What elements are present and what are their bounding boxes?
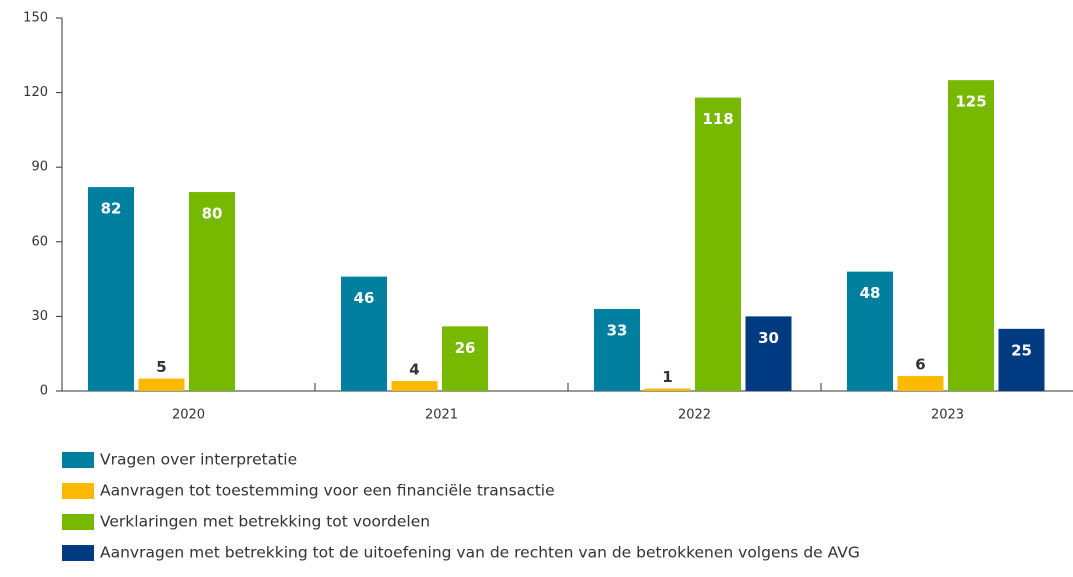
bar bbox=[644, 388, 691, 391]
y-tick-label: 30 bbox=[31, 309, 48, 324]
bar bbox=[897, 376, 944, 391]
value-label: 26 bbox=[455, 339, 476, 357]
legend-swatch bbox=[62, 452, 94, 468]
value-label: 125 bbox=[955, 93, 986, 111]
legend-swatch bbox=[62, 545, 94, 561]
bar bbox=[948, 80, 994, 392]
value-label: 33 bbox=[607, 321, 628, 339]
value-label: 82 bbox=[101, 200, 122, 218]
legend-label: Aanvragen met betrekking tot de uitoefen… bbox=[100, 544, 860, 562]
bar bbox=[594, 308, 640, 391]
bar bbox=[847, 271, 893, 391]
value-label: 48 bbox=[860, 284, 881, 302]
value-label: 118 bbox=[702, 110, 733, 128]
x-tick-label: 2022 bbox=[678, 408, 711, 423]
legend-label: Aanvragen tot toestemming voor een finan… bbox=[100, 482, 555, 500]
value-label: 25 bbox=[1011, 341, 1032, 359]
y-tick-label: 150 bbox=[23, 11, 48, 26]
bar bbox=[695, 97, 741, 391]
bar bbox=[88, 187, 134, 391]
value-label: 80 bbox=[202, 205, 223, 223]
x-tick-label: 2023 bbox=[931, 408, 964, 423]
value-label: 6 bbox=[915, 356, 925, 374]
y-tick-label: 60 bbox=[31, 234, 48, 249]
bar bbox=[341, 276, 387, 391]
legend-label: Verklaringen met betrekking tot voordele… bbox=[100, 513, 430, 531]
bar bbox=[998, 328, 1045, 391]
y-tick-label: 90 bbox=[31, 160, 48, 175]
bar bbox=[745, 316, 792, 391]
value-label: 1 bbox=[662, 368, 672, 386]
value-label: 5 bbox=[156, 358, 166, 376]
value-label: 46 bbox=[354, 289, 375, 307]
value-label: 30 bbox=[758, 329, 779, 347]
value-label: 4 bbox=[409, 361, 419, 379]
bar bbox=[442, 326, 488, 391]
legend-label: Vragen over interpretatie bbox=[100, 451, 297, 469]
legend-swatch bbox=[62, 514, 94, 530]
bar bbox=[189, 192, 235, 391]
x-tick-label: 2020 bbox=[172, 408, 205, 423]
y-tick-label: 120 bbox=[23, 85, 48, 100]
x-tick-label: 2021 bbox=[425, 408, 458, 423]
y-tick-label: 0 bbox=[40, 384, 48, 399]
bar bbox=[138, 378, 185, 391]
legend-swatch bbox=[62, 483, 94, 499]
bar bbox=[391, 381, 438, 391]
